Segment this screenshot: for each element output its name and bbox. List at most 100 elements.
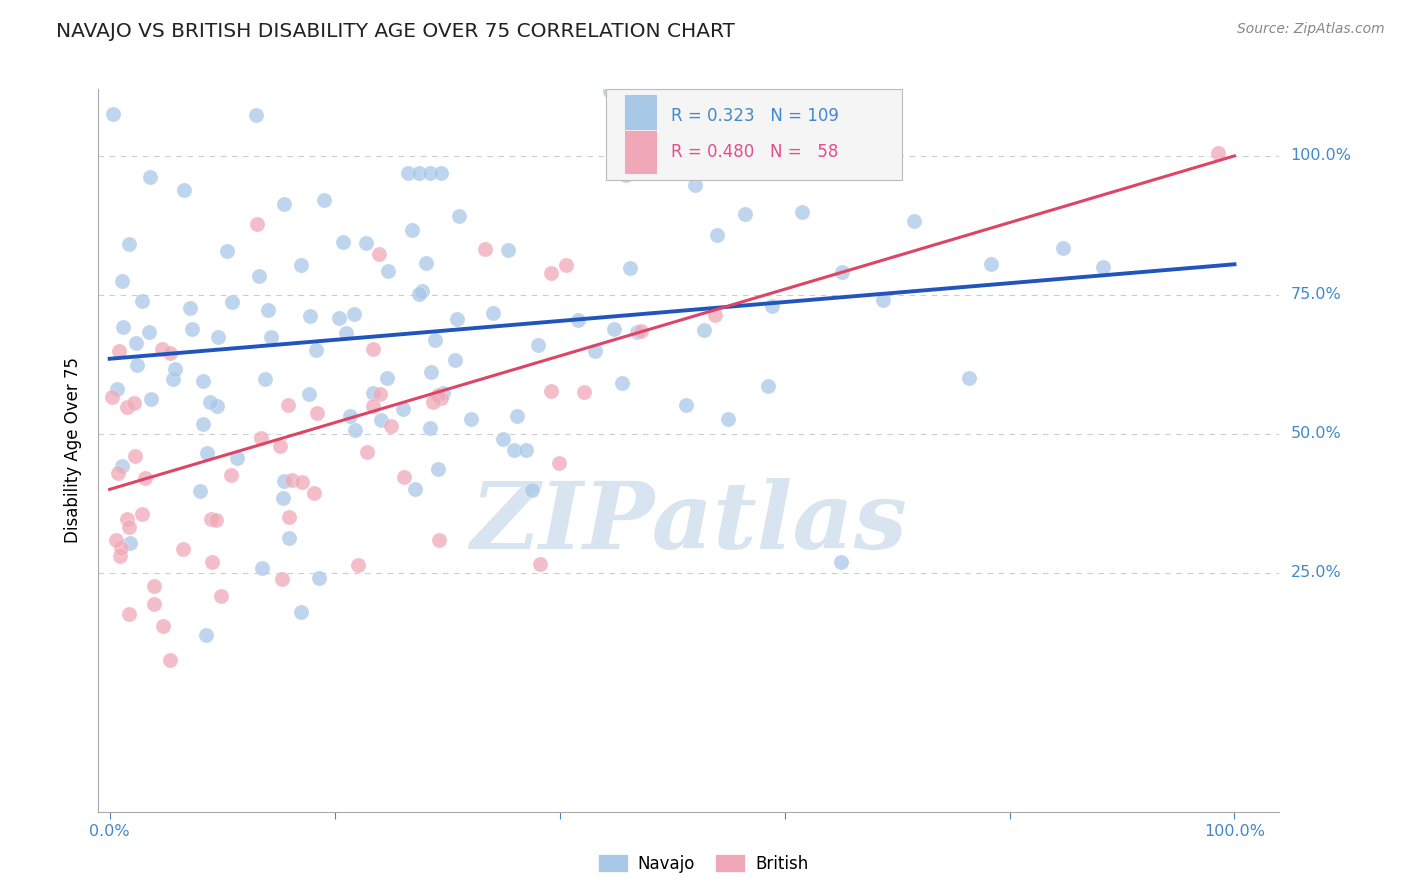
FancyBboxPatch shape xyxy=(624,95,657,137)
Point xyxy=(217,244,239,258)
Point xyxy=(520,483,543,497)
Point xyxy=(426,388,449,402)
Point xyxy=(734,207,756,221)
Point xyxy=(529,557,551,571)
Point xyxy=(298,309,321,323)
Point xyxy=(980,257,1002,271)
Point xyxy=(422,395,444,409)
Point xyxy=(515,443,537,458)
Point xyxy=(482,306,505,320)
Point xyxy=(159,653,181,667)
Point xyxy=(159,346,181,360)
Point xyxy=(447,209,470,223)
Point xyxy=(139,170,162,185)
Point xyxy=(427,533,450,548)
Point xyxy=(193,417,215,432)
Point xyxy=(540,384,562,399)
Point xyxy=(245,107,267,121)
Point xyxy=(419,165,441,179)
Point xyxy=(118,520,141,534)
Point xyxy=(179,301,201,316)
Point xyxy=(717,411,740,425)
Point xyxy=(1052,241,1074,255)
Point xyxy=(115,512,138,526)
Point xyxy=(305,406,328,420)
Point xyxy=(107,466,129,480)
Point xyxy=(626,325,648,339)
Point xyxy=(540,266,562,280)
Point xyxy=(368,246,391,260)
Point xyxy=(200,512,222,526)
Point xyxy=(328,310,350,325)
Point xyxy=(198,395,221,409)
Point xyxy=(105,382,128,396)
Point xyxy=(110,541,132,555)
Legend: Navajo, British: Navajo, British xyxy=(591,847,815,880)
Point xyxy=(432,386,454,401)
Point xyxy=(122,396,145,410)
Point xyxy=(370,413,392,427)
Point xyxy=(111,274,134,288)
Point xyxy=(758,379,780,393)
Text: Source: ZipAtlas.com: Source: ZipAtlas.com xyxy=(1237,22,1385,37)
Point xyxy=(555,259,578,273)
Point xyxy=(162,371,184,385)
Point xyxy=(567,313,589,327)
Point xyxy=(368,387,391,401)
Point xyxy=(1091,260,1114,275)
Point xyxy=(173,183,195,197)
FancyBboxPatch shape xyxy=(606,89,901,179)
Point xyxy=(308,571,330,585)
Point xyxy=(957,370,980,384)
Text: R = 0.480   N =   58: R = 0.480 N = 58 xyxy=(671,143,838,161)
Point xyxy=(761,299,783,313)
Point xyxy=(672,165,695,179)
Point xyxy=(430,165,453,179)
Y-axis label: Disability Age Over 75: Disability Age Over 75 xyxy=(65,358,83,543)
Point xyxy=(603,322,626,336)
Point xyxy=(619,260,641,275)
Point xyxy=(612,376,634,390)
Point xyxy=(1206,146,1229,161)
Point xyxy=(396,165,419,179)
Point xyxy=(250,561,273,575)
Text: NAVAJO VS BRITISH DISABILITY AGE OVER 75 CORRELATION CHART: NAVAJO VS BRITISH DISABILITY AGE OVER 75… xyxy=(56,22,735,41)
Point xyxy=(101,391,124,405)
Point xyxy=(685,178,707,192)
Point xyxy=(247,268,270,283)
Point xyxy=(745,132,768,146)
Point xyxy=(630,324,652,338)
Point xyxy=(219,467,242,482)
Point xyxy=(150,342,173,356)
Point xyxy=(527,338,550,352)
Point xyxy=(444,353,467,368)
Point xyxy=(195,628,218,642)
Text: 25.0%: 25.0% xyxy=(1291,566,1341,580)
Point xyxy=(290,605,312,619)
Point xyxy=(104,533,127,547)
Point xyxy=(143,597,166,611)
Point xyxy=(401,223,423,237)
Point xyxy=(281,473,304,487)
Point xyxy=(134,470,156,484)
Point xyxy=(163,362,186,376)
Point xyxy=(419,421,441,435)
Point xyxy=(298,387,321,401)
Point xyxy=(361,386,384,401)
Point xyxy=(205,512,228,526)
Point xyxy=(108,343,131,358)
Point xyxy=(638,165,661,179)
Point xyxy=(124,449,146,463)
Point xyxy=(221,295,243,310)
Point xyxy=(404,482,426,496)
Point xyxy=(420,365,443,379)
Point xyxy=(304,343,326,357)
Point xyxy=(118,237,141,252)
Point xyxy=(408,165,430,179)
Point xyxy=(225,450,247,465)
Point xyxy=(375,371,398,385)
Point xyxy=(273,475,295,489)
Point xyxy=(188,483,211,498)
Point xyxy=(277,509,299,524)
Point xyxy=(474,242,496,256)
